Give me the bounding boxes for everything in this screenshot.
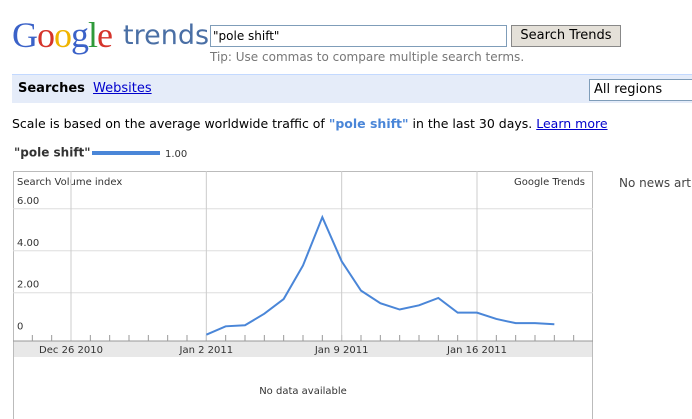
y-axis-label: Search Volume index bbox=[17, 177, 122, 188]
y-tick-label: 4.00 bbox=[17, 238, 39, 249]
x-tick-label: Jan 16 2011 bbox=[446, 345, 507, 356]
line bbox=[205, 214, 555, 336]
tab[interactable]: Searches bbox=[18, 81, 85, 96]
nav-bar bbox=[12, 74, 692, 103]
y-tick-label: 6.00 bbox=[17, 196, 39, 207]
x-tick-label: Jan 2 2011 bbox=[179, 345, 234, 356]
no-data: No data available bbox=[259, 386, 347, 397]
search-button[interactable]: Search Trends bbox=[511, 25, 621, 47]
scale-note: Scale is based on the average worldwide … bbox=[12, 116, 608, 131]
chart-frame bbox=[13, 171, 593, 419]
text: Scale is based on the average worldwide … bbox=[12, 116, 329, 131]
region-select[interactable]: All regions bbox=[589, 79, 692, 101]
text: in the last 30 days. bbox=[408, 116, 533, 131]
term: "pole shift" bbox=[328, 116, 409, 131]
axis-band bbox=[14, 341, 592, 357]
y-tick-label: 2.00 bbox=[17, 280, 39, 291]
search-input[interactable]: "pole shift" bbox=[210, 25, 507, 47]
legend-label: "pole shift" bbox=[14, 146, 91, 160]
x-tick-label: Jan 9 2011 bbox=[314, 345, 369, 356]
legend-average: 1.00 bbox=[165, 149, 187, 160]
tip: Tip: Use commas to compare multiple sear… bbox=[210, 50, 525, 64]
tab[interactable]: Websites bbox=[93, 81, 152, 96]
news: No news arti bbox=[619, 176, 692, 190]
x-tick-label: Dec 26 2010 bbox=[39, 345, 103, 356]
logo[interactable]: Google bbox=[12, 15, 113, 55]
link[interactable]: Learn more bbox=[536, 116, 608, 131]
product-name: trends bbox=[123, 20, 210, 51]
y-tick-label: 0 bbox=[17, 322, 23, 333]
watermark: Google Trends bbox=[514, 177, 585, 188]
